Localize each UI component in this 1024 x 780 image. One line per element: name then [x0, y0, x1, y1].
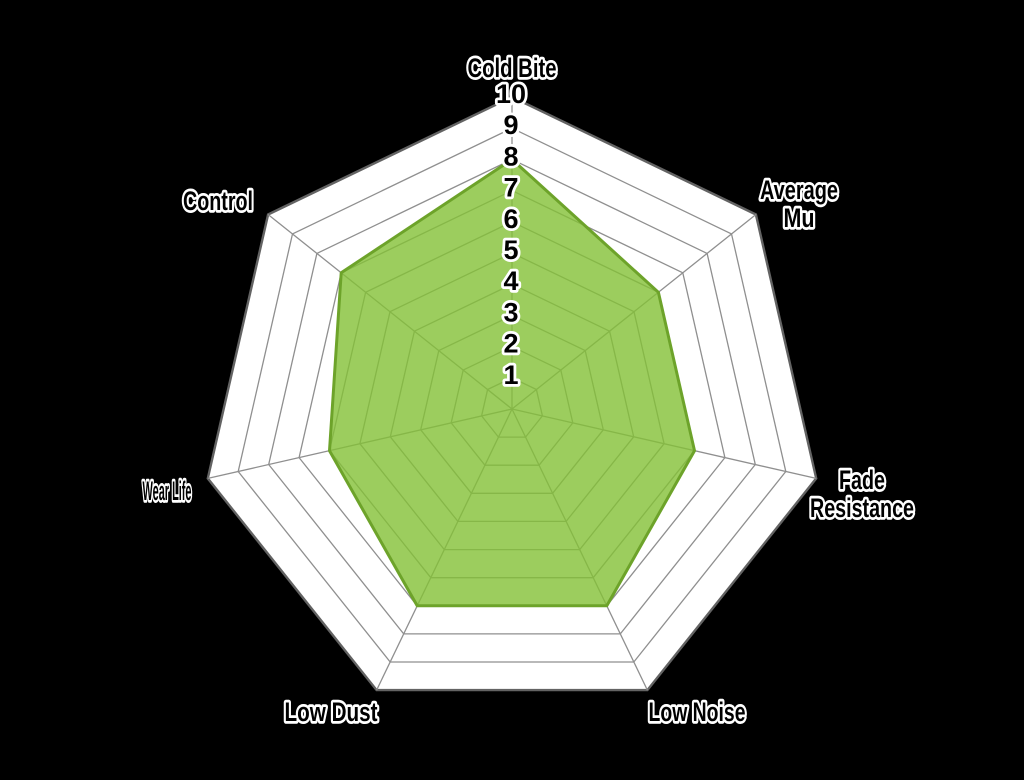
- tick-label-5-halo: 5: [503, 235, 518, 265]
- tick-label-9: 9: [503, 110, 518, 140]
- axis-label-fade-resistance-halo: Fade: [839, 465, 885, 495]
- tick-label-6: 6: [503, 204, 518, 234]
- tick-label-4-halo: 4: [503, 266, 518, 296]
- tick-label-4: 4: [503, 266, 518, 296]
- axis-label-low-noise-halo: Low Noise: [649, 697, 746, 727]
- tick-label-7-halo: 7: [503, 173, 518, 203]
- tick-label-3-halo: 3: [503, 297, 518, 327]
- axis-label-fade-resistance: Resistance: [810, 493, 914, 523]
- axis-label-cold-bite: Cold Bite: [468, 53, 557, 83]
- tick-label-2: 2: [503, 329, 518, 359]
- axis-label-average-mu: Mu: [784, 203, 815, 233]
- axis-label-low-noise: Low Noise: [649, 697, 746, 727]
- tick-label-8: 8: [503, 141, 518, 171]
- grid-ring: [237, 127, 787, 663]
- series-polygon: [328, 157, 696, 608]
- axis-label-low-dust: Low Dust: [285, 697, 378, 727]
- grid-ring: [267, 158, 757, 635]
- tick-label-10: 10: [496, 79, 526, 109]
- tick-label-6-halo: 6: [503, 204, 518, 234]
- tick-label-3: 3: [503, 297, 518, 327]
- tick-label-2-halo: 2: [503, 329, 518, 359]
- axis-label-cold-bite-halo: Cold Bite: [468, 53, 557, 83]
- grid-ring-outer: [206, 95, 818, 692]
- tick-label-5: 5: [503, 235, 518, 265]
- axis-label-wear-life-halo: Wear Life: [143, 476, 192, 506]
- tick-label-1-halo: 1: [503, 360, 518, 390]
- axis-label-average-mu-halo: Average: [760, 175, 838, 205]
- tick-label-10-halo: 10: [496, 79, 526, 109]
- axis-label-fade-resistance: Fade: [839, 465, 885, 495]
- axis-label-fade-resistance-halo: Resistance: [810, 493, 914, 523]
- tick-label-1: 1: [503, 360, 518, 390]
- axis-label-average-mu-halo: Mu: [784, 203, 815, 233]
- axis-label-control-halo: Control: [183, 186, 253, 216]
- axis-label-low-dust-halo: Low Dust: [285, 697, 378, 727]
- tick-label-7: 7: [503, 173, 518, 203]
- axis-label-average-mu: Average: [760, 175, 838, 205]
- tick-label-9-halo: 9: [503, 110, 518, 140]
- axis-label-wear-life: Wear Life: [143, 476, 192, 506]
- tick-label-8-halo: 8: [503, 141, 518, 171]
- axis-label-control: Control: [183, 186, 253, 216]
